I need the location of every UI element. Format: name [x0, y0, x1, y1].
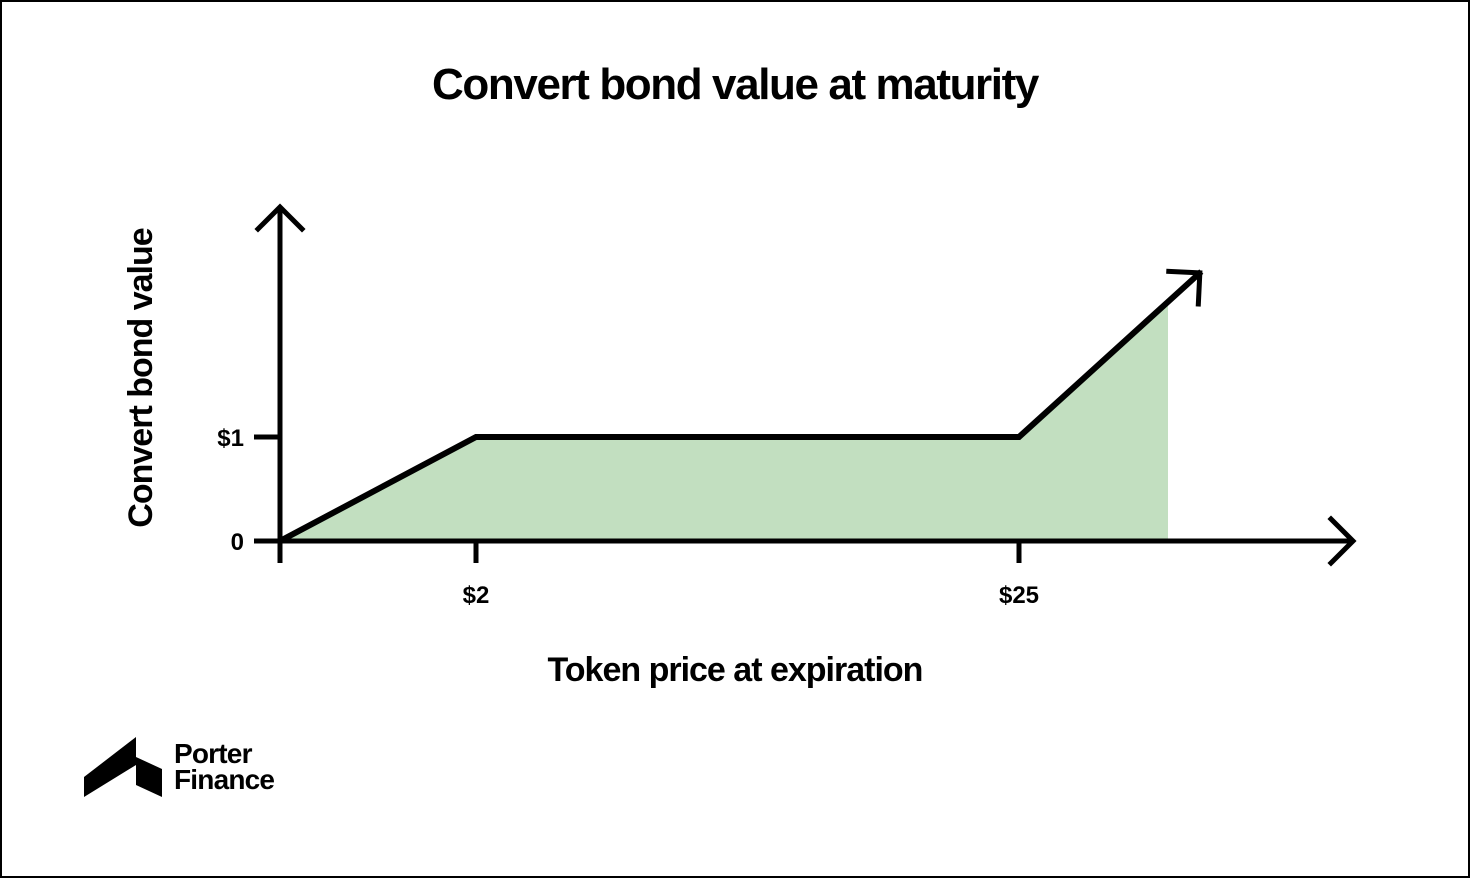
- chart-title: Convert bond value at maturity: [432, 60, 1039, 109]
- porter-finance-logo-icon: [84, 737, 162, 797]
- y-tick-label: $1: [217, 425, 244, 452]
- x-tick-label: $2: [463, 582, 490, 609]
- brand-name-line2: Finance: [174, 764, 275, 795]
- brand-logo: Porter Finance: [84, 735, 275, 799]
- y-axis-arrowhead: [254, 203, 306, 233]
- value-line-arrowhead: [1166, 268, 1203, 307]
- y-tick-label: 0: [231, 529, 244, 556]
- x-axis-arrowhead: [1327, 515, 1357, 567]
- value-line: [278, 269, 1204, 544]
- x-tick-label: $25: [999, 582, 1039, 609]
- brand-name: Porter Finance: [174, 738, 275, 795]
- brand-name-line1: Porter: [174, 738, 252, 769]
- y-axis-title: Convert bond value: [122, 228, 160, 527]
- x-axis-title: Token price at expiration: [548, 651, 923, 689]
- value-area: [280, 301, 1168, 541]
